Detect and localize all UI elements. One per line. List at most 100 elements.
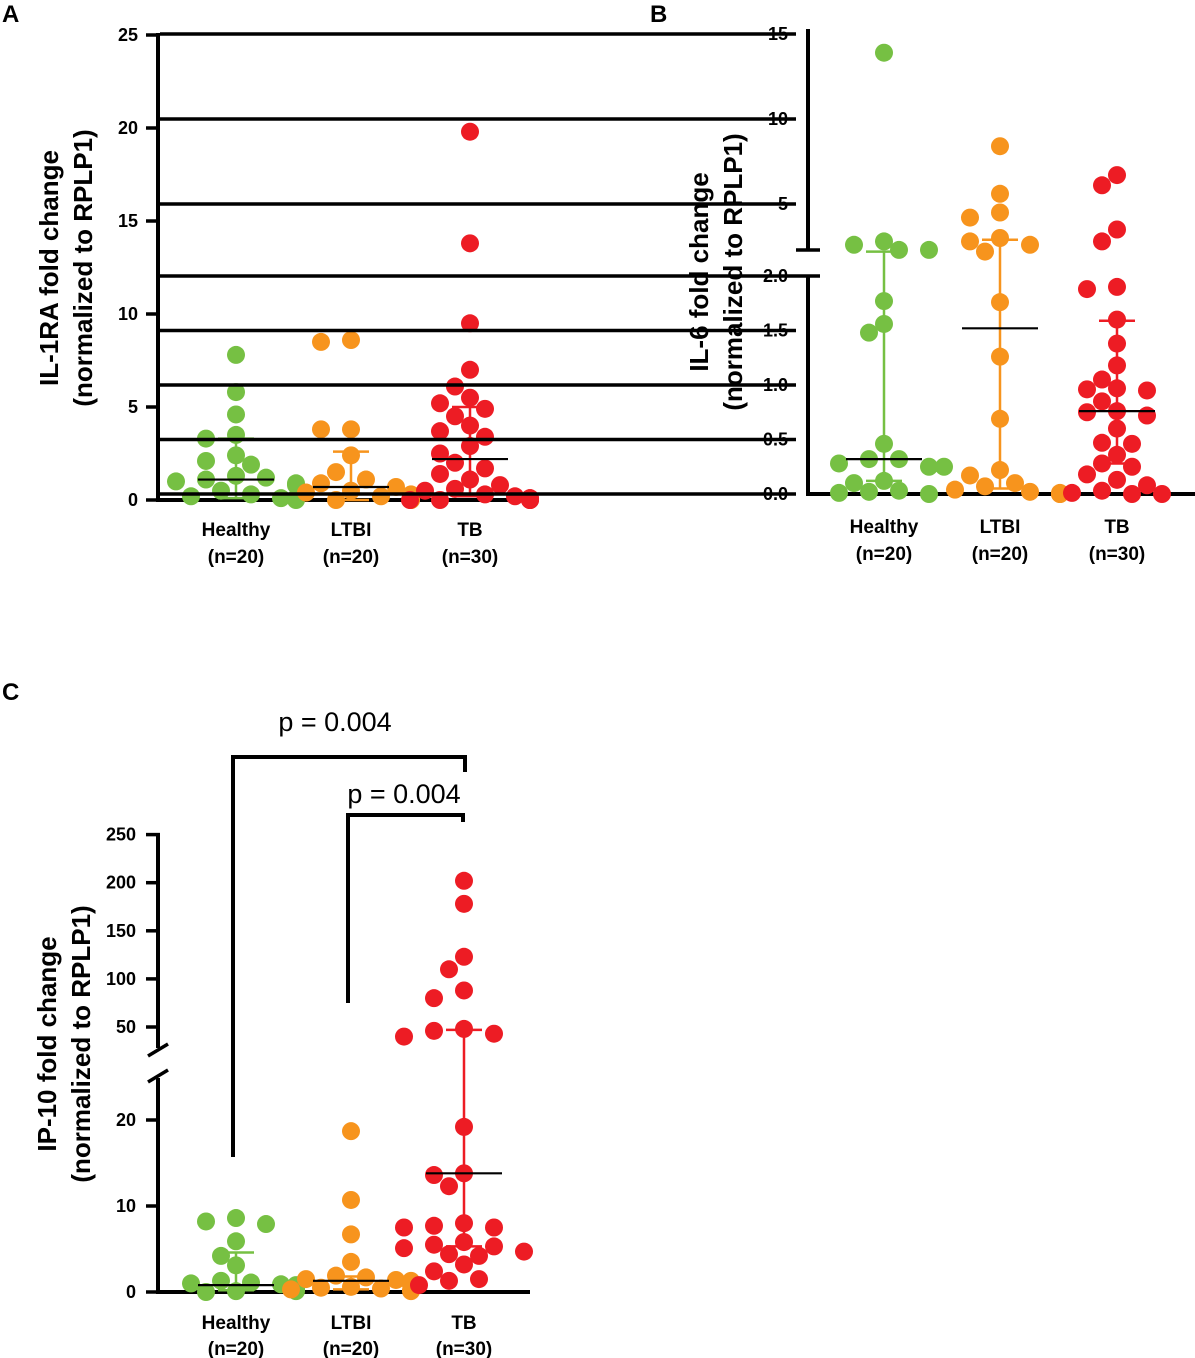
data-point-tb-c-21 <box>395 1239 413 1258</box>
data-point-healthy-c-17 <box>227 1282 245 1301</box>
y-tick-label-c-10: 10 <box>116 1196 136 1216</box>
data-point-tb-b-19 <box>1123 434 1141 453</box>
data-point-ltbi-b-11 <box>991 461 1009 480</box>
panel-c: C IP-10 fold change (normalized to RPLP1… <box>2 679 533 1358</box>
y-tick-label-b-2-0: 2.0 <box>763 266 788 286</box>
y-tick-label-c-0: 0 <box>126 1282 136 1302</box>
data-point-tb-c-22 <box>515 1242 533 1261</box>
data-point-healthy-b-8 <box>875 434 893 453</box>
data-point-ltbi-b-3 <box>961 208 979 227</box>
y-axis-subtitle-a: (normalized to RPLP1) <box>68 129 98 406</box>
data-point-healthy-c-5 <box>227 1256 245 1275</box>
data-point-healthy-b-2 <box>845 235 863 254</box>
data-point-tb-b-18 <box>1093 433 1111 452</box>
data-point-tb-c-23 <box>440 1245 458 1264</box>
data-point-tb-c-1 <box>455 894 473 913</box>
p-value-healthy-tb: p = 0.004 <box>278 707 391 737</box>
data-point-ltbi-b-12 <box>961 466 979 485</box>
category-n-healthy-a: (n=20) <box>208 547 265 568</box>
data-point-ltbi-a-3 <box>312 420 330 439</box>
data-point-tb-b-22 <box>1123 457 1141 476</box>
data-point-healthy-b-5 <box>875 292 893 311</box>
data-point-tb-a-6 <box>431 394 449 413</box>
y-axis-title-c: IP-10 fold change <box>32 936 62 1151</box>
data-point-tb-c-4 <box>455 981 473 1000</box>
y-tick-label-a-5: 5 <box>128 397 138 417</box>
data-point-healthy-c-3 <box>227 1232 245 1251</box>
data-point-tb-b-28 <box>1123 485 1141 503</box>
data-point-healthy-a-7 <box>242 455 260 474</box>
data-point-tb-b-7 <box>1108 334 1126 353</box>
data-point-tb-c-3 <box>440 960 458 979</box>
data-point-tb-b-24 <box>1108 470 1126 489</box>
y-tick-label-b-0-0: 0.0 <box>763 484 788 504</box>
category-n-ltbi-c: (n=20) <box>323 1339 380 1358</box>
data-point-tb-c-14 <box>455 1214 473 1233</box>
data-point-tb-c-2 <box>455 947 473 966</box>
data-point-ltbi-b-15 <box>946 480 964 499</box>
data-point-healthy-a-6 <box>197 451 215 470</box>
data-point-healthy-b-7 <box>860 323 878 342</box>
category-label-tb-b: TB <box>1104 517 1129 538</box>
data-point-healthy-c-0 <box>227 1209 245 1228</box>
data-point-tb-a-0 <box>461 122 479 141</box>
data-point-tb-b-3 <box>1093 232 1111 251</box>
data-point-tb-c-6 <box>455 1019 473 1038</box>
data-point-healthy-c-2 <box>257 1215 275 1234</box>
data-point-ltbi-a-7 <box>312 474 330 493</box>
data-point-tb-b-13 <box>1093 392 1111 411</box>
data-point-ltbi-a-0 <box>342 331 360 350</box>
data-point-ltbi-c-16 <box>372 1279 390 1298</box>
data-point-healthy-c-6 <box>212 1271 230 1290</box>
data-point-tb-b-4 <box>1108 277 1126 296</box>
data-point-tb-b-0 <box>1108 166 1126 185</box>
data-point-ltbi-a-12 <box>372 487 390 506</box>
data-point-tb-a-8 <box>446 407 464 426</box>
data-point-ltbi-b-4 <box>991 229 1009 247</box>
data-point-healthy-a-9 <box>257 468 275 487</box>
category-n-tb-b: (n=30) <box>1089 544 1146 565</box>
y-tick-label-a-25: 25 <box>118 25 138 45</box>
category-label-ltbi-b: LTBI <box>980 517 1021 538</box>
data-point-tb-a-20 <box>416 481 434 500</box>
data-point-tb-b-26 <box>1093 481 1111 500</box>
data-point-healthy-a-8 <box>227 466 245 485</box>
data-point-ltbi-b-5 <box>961 232 979 251</box>
y-tick-label-c-200: 200 <box>106 873 136 893</box>
y-tick-label-a-10: 10 <box>118 304 138 324</box>
data-point-ltbi-b-14 <box>976 477 994 496</box>
data-point-healthy-a-16 <box>182 487 200 506</box>
data-point-tb-a-11 <box>476 427 494 446</box>
category-label-tb-c: TB <box>451 1313 476 1334</box>
data-point-healthy-a-2 <box>227 405 245 424</box>
data-point-healthy-b-18 <box>830 483 848 502</box>
data-point-healthy-b-4 <box>920 240 938 259</box>
data-point-healthy-b-0 <box>875 43 893 62</box>
panel-label-b: B <box>650 1 667 28</box>
data-point-tb-a-10 <box>431 422 449 441</box>
data-point-tb-a-5 <box>461 388 479 407</box>
y-tick-label-b-15: 15 <box>768 24 788 44</box>
data-point-tb-b-10 <box>1108 379 1126 398</box>
comparison-bracket-healthy-tb <box>231 755 467 1157</box>
y-tick-label-a-15: 15 <box>118 211 138 231</box>
data-point-healthy-a-1 <box>227 383 245 402</box>
category-n-ltbi-a: (n=20) <box>323 547 380 568</box>
data-point-healthy-b-3 <box>890 240 908 259</box>
data-point-tb-c-12 <box>425 1166 443 1185</box>
data-point-healthy-c-19 <box>197 1283 215 1301</box>
data-point-ltbi-c-1 <box>342 1190 360 1209</box>
data-point-tb-c-16 <box>485 1218 503 1237</box>
data-point-tb-c-7 <box>425 1021 443 1040</box>
y-tick-label-c-20: 20 <box>116 1110 136 1130</box>
y-tick-label-b-0-5: 0.5 <box>763 430 788 450</box>
y-tick-label-c-250: 250 <box>106 825 136 845</box>
data-point-tb-c-29 <box>410 1276 428 1295</box>
y-tick-label-c-150: 150 <box>106 921 136 941</box>
data-point-tb-b-20 <box>1108 445 1126 464</box>
y-axis-subtitle-c: (normalized to RPLP1) <box>66 905 96 1182</box>
data-point-ltbi-b-9 <box>991 347 1009 366</box>
data-point-healthy-a-5 <box>227 446 245 465</box>
panel-b: B IL-6 fold change (normalized to RPLP1)… <box>160 1 1195 565</box>
data-point-healthy-b-19 <box>920 485 938 503</box>
